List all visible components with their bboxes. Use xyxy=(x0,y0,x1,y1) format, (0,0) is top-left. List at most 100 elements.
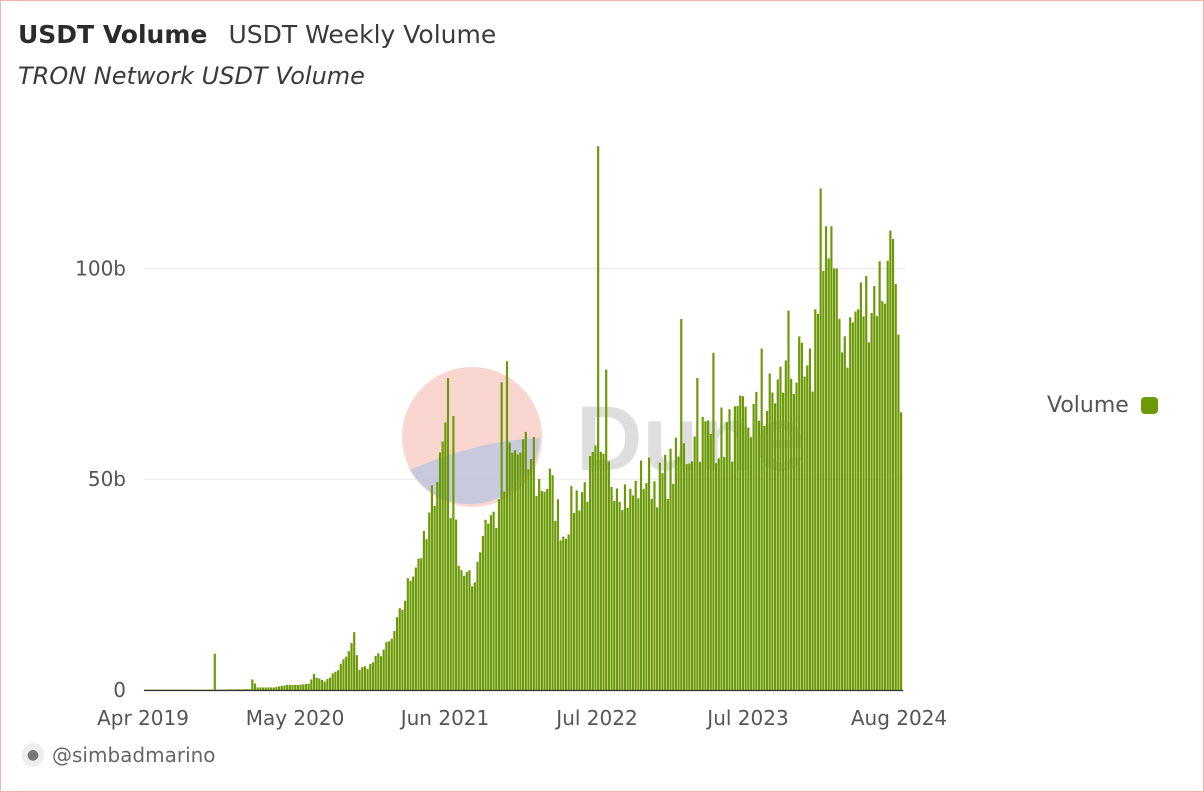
volume-bar[interactable] xyxy=(508,442,511,690)
volume-bar[interactable] xyxy=(798,336,801,690)
volume-bar[interactable] xyxy=(731,461,734,690)
volume-bar[interactable] xyxy=(886,260,889,690)
volume-bar[interactable] xyxy=(613,500,616,690)
volume-bar[interactable] xyxy=(723,457,726,690)
volume-bar[interactable] xyxy=(873,286,876,690)
volume-bar[interactable] xyxy=(484,519,487,690)
volume-bar[interactable] xyxy=(446,378,450,690)
volume-bar[interactable] xyxy=(235,689,238,691)
volume-bar[interactable] xyxy=(374,655,377,690)
volume-bar[interactable] xyxy=(656,507,659,690)
volume-bar[interactable] xyxy=(765,410,769,690)
volume-bar[interactable] xyxy=(519,452,522,690)
volume-bar[interactable] xyxy=(328,677,332,690)
volume-bar[interactable] xyxy=(543,492,546,690)
volume-bar[interactable] xyxy=(808,348,812,690)
volume-bar[interactable] xyxy=(540,491,543,690)
volume-bar[interactable] xyxy=(259,687,262,690)
volume-bar[interactable] xyxy=(422,530,425,690)
volume-bar[interactable] xyxy=(396,617,399,690)
volume-bar[interactable] xyxy=(358,669,361,690)
volume-bar[interactable] xyxy=(414,567,417,691)
volume-bar[interactable] xyxy=(318,678,321,690)
volume-bar[interactable] xyxy=(835,268,838,690)
volume-bar[interactable] xyxy=(304,683,308,690)
volume-bar[interactable] xyxy=(538,479,541,690)
volume-bar[interactable] xyxy=(401,609,404,690)
volume-bar[interactable] xyxy=(736,405,739,690)
volume-bar[interactable] xyxy=(562,536,565,690)
volume-bar[interactable] xyxy=(513,450,517,690)
volume-bar[interactable] xyxy=(774,403,777,690)
volume-bar[interactable] xyxy=(546,488,549,690)
volume-bar[interactable] xyxy=(267,687,270,690)
volume-bar[interactable] xyxy=(433,505,436,690)
volume-bar[interactable] xyxy=(605,369,608,690)
volume-bar[interactable] xyxy=(296,684,299,690)
volume-bar[interactable] xyxy=(811,391,814,690)
volume-bar[interactable] xyxy=(430,485,434,690)
volume-bar[interactable] xyxy=(841,352,844,690)
volume-bar[interactable] xyxy=(733,406,736,690)
volume-bar[interactable] xyxy=(747,427,750,690)
volume-bar[interactable] xyxy=(245,689,249,690)
volume-bar[interactable] xyxy=(420,558,423,690)
volume-bar[interactable] xyxy=(323,681,326,690)
volume-bar[interactable] xyxy=(757,420,761,690)
volume-bar[interactable] xyxy=(331,673,334,690)
volume-bar[interactable] xyxy=(532,437,535,690)
volume-bar[interactable] xyxy=(771,392,774,690)
volume-bar[interactable] xyxy=(299,684,302,690)
volume-bar[interactable] xyxy=(602,453,605,690)
volume-bar[interactable] xyxy=(489,515,493,690)
volume-bar[interactable] xyxy=(522,439,525,690)
volume-bar[interactable] xyxy=(272,687,275,690)
volume-bar[interactable] xyxy=(286,684,289,690)
volume-bar[interactable] xyxy=(744,406,747,690)
volume-bar[interactable] xyxy=(626,507,629,690)
volume-bar[interactable] xyxy=(618,501,621,690)
volume-bar[interactable] xyxy=(476,561,479,690)
volume-bar[interactable] xyxy=(347,651,350,690)
volume-bar[interactable] xyxy=(661,473,664,690)
volume-bar[interactable] xyxy=(224,689,227,691)
volume-bar[interactable] xyxy=(685,464,688,690)
volume-bar[interactable] xyxy=(334,671,337,690)
volume-bar[interactable] xyxy=(548,468,551,690)
volume-bar[interactable] xyxy=(597,146,600,691)
volume-bar[interactable] xyxy=(310,679,313,690)
volume-bar[interactable] xyxy=(404,600,407,690)
volume-bar[interactable] xyxy=(792,393,795,690)
volume-bar[interactable] xyxy=(511,452,514,690)
volume-bar[interactable] xyxy=(838,318,841,690)
volume-bar[interactable] xyxy=(763,425,766,690)
volume-bar[interactable] xyxy=(857,309,860,690)
volume-bar[interactable] xyxy=(709,433,712,690)
volume-bar[interactable] xyxy=(846,367,849,690)
volume-bar[interactable] xyxy=(728,409,731,690)
volume-bar[interactable] xyxy=(425,539,428,690)
volume-bar[interactable] xyxy=(554,521,557,690)
volume-bar[interactable] xyxy=(658,462,661,690)
volume-bar[interactable] xyxy=(851,322,854,690)
volume-bar[interactable] xyxy=(339,663,342,690)
volume-bar[interactable] xyxy=(237,689,241,691)
volume-bar[interactable] xyxy=(637,498,640,690)
volume-bar[interactable] xyxy=(672,483,675,690)
volume-bar[interactable] xyxy=(891,238,895,690)
volume-bar[interactable] xyxy=(460,570,463,690)
volume-bar[interactable] xyxy=(870,312,873,690)
volume-bar[interactable] xyxy=(495,527,498,690)
volume-bar[interactable] xyxy=(366,668,369,690)
volume-bar[interactable] xyxy=(280,685,283,690)
volume-bar[interactable] xyxy=(717,458,720,690)
volume-bar[interactable] xyxy=(816,313,820,690)
volume-bar[interactable] xyxy=(787,310,790,690)
volume-bar[interactable] xyxy=(760,348,763,690)
volume-bar[interactable] xyxy=(776,379,779,690)
volume-bar[interactable] xyxy=(503,491,506,690)
volume-bar[interactable] xyxy=(849,317,852,690)
volume-bar[interactable] xyxy=(454,519,458,690)
volume-bar[interactable] xyxy=(854,311,857,690)
volume-bar[interactable] xyxy=(621,510,624,690)
